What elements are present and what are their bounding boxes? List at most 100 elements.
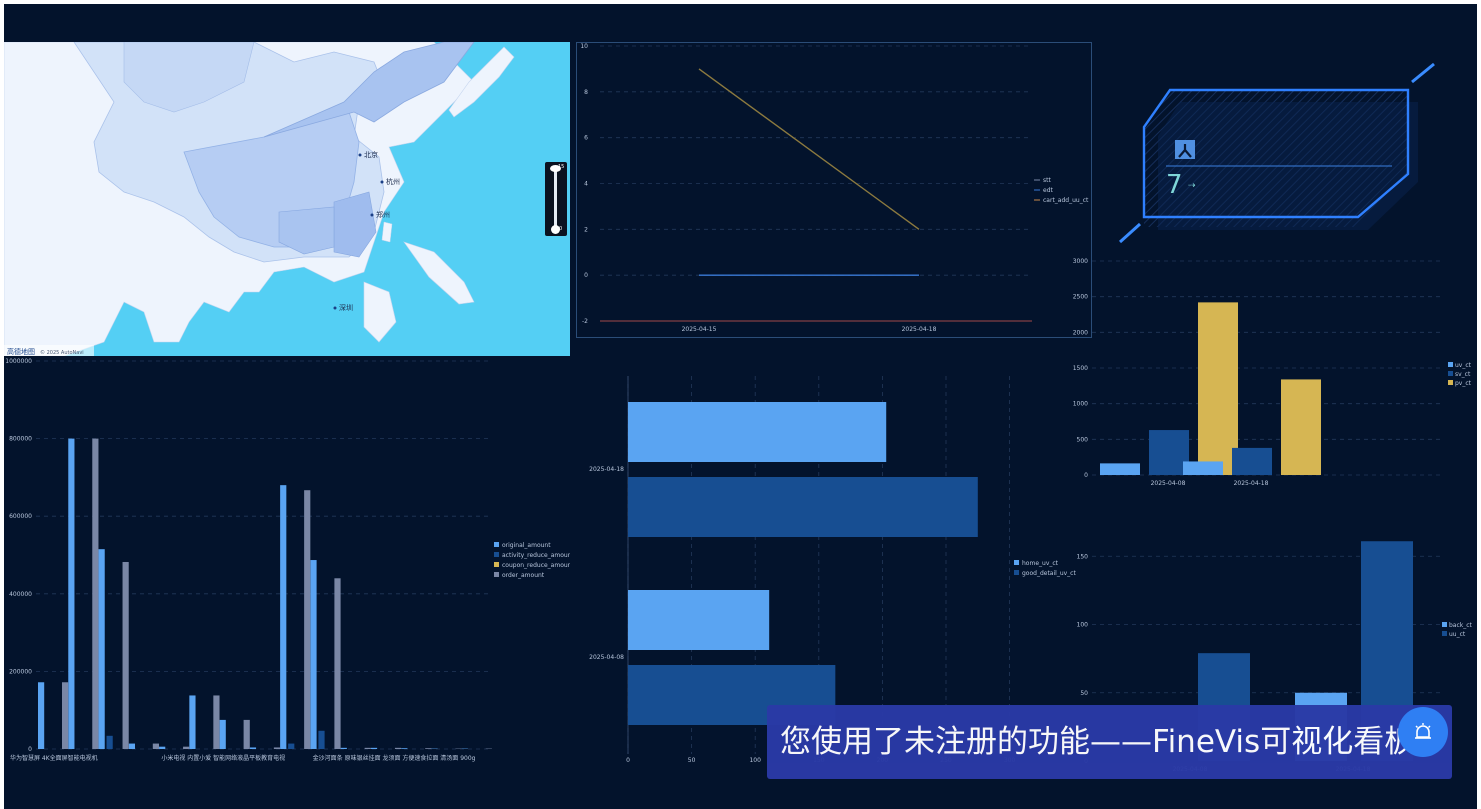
x-tick-label: 0	[626, 757, 630, 764]
legend-label: back_ct	[1449, 622, 1473, 629]
legend-label: edt	[1043, 187, 1054, 194]
y-tick-label: 1500	[1073, 365, 1088, 372]
bar-order_amount	[364, 747, 371, 749]
bar-original_amount	[310, 560, 317, 749]
bar-order_amount	[183, 746, 190, 749]
legend-swatch	[494, 572, 499, 577]
x-tick-label: 2025-04-18	[1234, 480, 1269, 487]
bar-uv_ct	[1100, 463, 1140, 475]
alarm-button[interactable]	[1398, 707, 1448, 757]
china-map[interactable]: 北京 杭州 郑州 深圳 高德地图 © 2025 AutoNavi 15 0	[4, 42, 570, 356]
legend-swatch	[1014, 570, 1019, 575]
bar-order_amount	[334, 578, 341, 749]
y-tick-label: -2	[582, 318, 588, 325]
alarm-icon	[1415, 723, 1431, 739]
legend-label: good_detail_uv_ct	[1022, 570, 1076, 577]
city-label: 杭州	[386, 177, 400, 186]
bar-order_amount	[122, 561, 129, 749]
x-tick-label: 2025-04-18	[902, 326, 937, 333]
legend-swatch	[1014, 560, 1019, 565]
y-tick-label: 4	[584, 181, 588, 188]
legend-label: stt	[1043, 177, 1051, 184]
legend-swatch	[494, 542, 499, 547]
notice-text: 您使用了未注册的功能——FineVis可视化看板	[780, 724, 1416, 760]
bar-order_amount	[62, 682, 69, 749]
y-tick-label: 2500	[1073, 294, 1088, 301]
bar-original_amount	[370, 747, 378, 749]
amount-bar-chart: 0 200000 400000 600000 800000 1000000 华为智慧屏 4K…	[5, 358, 570, 762]
bar-original_amount	[340, 747, 347, 749]
bar-sv_ct	[1149, 430, 1189, 475]
bar-order_amount	[394, 747, 402, 749]
kpi-frame: 7 ⇢	[1118, 62, 1435, 244]
uv-sv-pv-bar-chart: 0 500 1000 1500 2000 2500 3000 2025-04-08 2025-0…	[1073, 258, 1472, 487]
legend-label: cart_add_uu_ct	[1043, 197, 1089, 204]
legend-label: home_uv_ct	[1022, 560, 1059, 567]
legend-label: uu_ct	[1449, 631, 1466, 638]
city-marker	[358, 153, 362, 157]
y-tick-label: 800000	[9, 436, 32, 443]
bar-pv_ct	[1281, 379, 1321, 475]
slider-top-handle[interactable]	[550, 165, 561, 172]
legend-swatch	[494, 562, 499, 567]
legend-swatch	[494, 552, 499, 557]
legend-label: order_amount	[502, 572, 545, 579]
bar-original_amount	[68, 438, 75, 749]
y-tick-label: 0	[584, 272, 588, 279]
bar-original_amount	[38, 682, 45, 749]
legend-label: pv_ct	[1455, 380, 1472, 387]
x-tick-label: 100	[749, 757, 761, 764]
y-tick-label: 3000	[1073, 258, 1088, 265]
slider-bottom-handle[interactable]	[551, 225, 560, 234]
city-label: 深圳	[339, 303, 353, 312]
x-tick-label: 小米电视 内置小爱 智能网络液晶平板教育电视	[161, 754, 285, 762]
legend-label: coupon_reduce_amount	[502, 562, 570, 569]
y-tick-label: 8	[584, 89, 588, 96]
bar-order_amount	[425, 748, 432, 749]
bar-original_amount	[280, 485, 287, 749]
y-tick-label: 6	[584, 135, 588, 142]
bar-order_amount	[243, 719, 250, 749]
kpi-card: 7 ⇢	[1118, 62, 1438, 247]
x-tick-label: 金沙河面条 原味银丝挂面 龙须面 方便速食拉面 清汤面 900g	[313, 754, 476, 762]
line-chart-panel	[576, 42, 1092, 338]
y-tick-label: 1000	[1073, 401, 1088, 408]
bar-sv_ct	[1232, 447, 1272, 475]
x-tick-label: 2025-04-15	[682, 326, 717, 333]
bar-order_amount	[92, 438, 99, 749]
map-logo: 高德地图	[7, 347, 35, 356]
hbar-good_detail_uv_ct	[628, 477, 978, 537]
legend-swatch	[1442, 631, 1447, 636]
bar-activity_reduce_amount	[288, 743, 295, 749]
y-tick-label: 2025-04-08	[589, 654, 624, 661]
y-tick-label: 400000	[9, 591, 32, 598]
legend-label: sv_ct	[1455, 371, 1471, 378]
kpi-value: 7	[1166, 170, 1183, 200]
legend-swatch	[1442, 622, 1447, 627]
x-tick-label: 华为智慧屏 4K全面屏智能电视机	[10, 754, 98, 762]
legend-swatch	[1448, 380, 1453, 385]
y-tick-label: 500	[1077, 436, 1089, 443]
y-tick-label: 50	[1080, 690, 1088, 697]
slider-min-label: 0	[559, 226, 563, 232]
hbar-home_uv_ct	[628, 590, 770, 650]
y-tick-label: 150	[1077, 553, 1089, 560]
city-label: 北京	[364, 150, 378, 159]
city-marker	[380, 180, 384, 184]
bar-original_amount	[189, 695, 196, 749]
series-line-cart_add_uu_ct	[698, 68, 920, 230]
bar-original_amount	[98, 549, 105, 749]
svg-text:⇢: ⇢	[1188, 181, 1196, 191]
x-tick-label: 50	[688, 757, 696, 764]
bar-order_amount	[304, 490, 311, 749]
y-tick-label: 10	[580, 43, 588, 50]
bar-pv_ct	[1198, 302, 1238, 475]
legend-swatch	[1448, 371, 1453, 376]
y-tick-label: 600000	[9, 513, 32, 520]
uv-horizontal-bar-chart: 0501001502002503002025-04-182025-04-08ho…	[589, 376, 1076, 764]
unregistered-feature-banner: 您使用了未注册的功能——FineVis可视化看板	[767, 705, 1452, 779]
legend-label: original_amount	[502, 542, 551, 549]
y-tick-label: 2000	[1073, 329, 1088, 336]
map-zoom-slider[interactable]: 15 0	[545, 162, 567, 236]
